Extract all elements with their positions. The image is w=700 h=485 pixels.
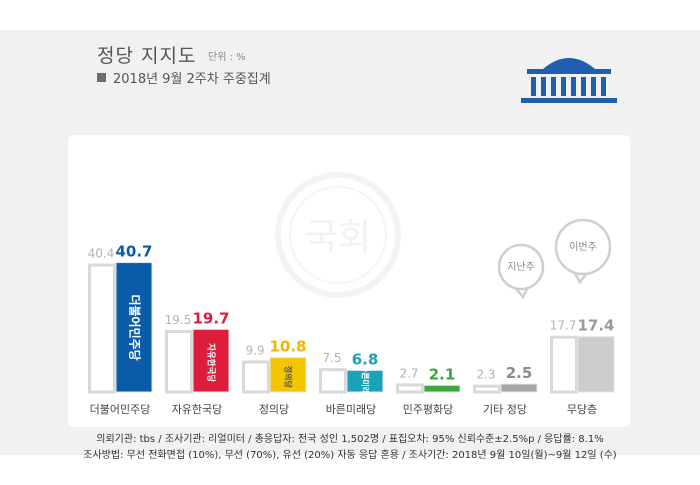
bar-current-week — [346, 369, 384, 393]
watermark-seal: 국회 — [275, 172, 401, 298]
bar-previous-week — [242, 360, 270, 394]
bar-previous-week — [165, 329, 193, 394]
speech-bubble-label: 지난주 — [507, 261, 535, 273]
value-label-current: 19.7 — [192, 309, 229, 327]
value-label-previous: 17.7 — [550, 319, 577, 333]
value-label-current: 6.8 — [352, 350, 379, 368]
value-label-previous: 19.5 — [165, 313, 192, 327]
value-label-previous: 2.3 — [476, 368, 495, 382]
value-label-previous: 2.7 — [399, 366, 418, 380]
value-label-current: 2.5 — [506, 364, 533, 382]
category-label: 자유한국당 — [172, 403, 223, 416]
bar-current-week — [577, 336, 615, 393]
speech-bubble-label: 이번주 — [569, 241, 597, 253]
national-assembly-icon — [521, 58, 617, 103]
footer-notes: 의뢰기관: tbs / 조사기관: 리얼미터 / 총응답자: 전국 성인 1,5… — [0, 432, 700, 464]
footer-line-2: 조사방법: 무선 전화면접 (10%), 무선 (70%), 유선 (20%) … — [83, 450, 617, 461]
category-label: 무당층 — [567, 403, 597, 416]
value-label-current: 17.4 — [577, 317, 614, 335]
value-label-current: 10.8 — [269, 338, 306, 356]
category-label: 바른미래당 — [326, 403, 377, 416]
bar-previous-week — [550, 335, 578, 394]
value-label-previous: 40.4 — [88, 247, 115, 261]
bar-previous-week — [473, 384, 501, 394]
party-logo-mark: 자유한국당 — [207, 343, 217, 382]
bar-current-week — [115, 262, 153, 393]
chart-panel: 국회 지난주 이번주 더불어민주당 자유한국당 정의당 바른미래당 40.4 40.7 19… — [68, 135, 630, 427]
value-label-previous: 9.9 — [245, 344, 264, 358]
party-logo-mark: 더불어민주당 — [128, 294, 143, 360]
value-label-current: 2.1 — [429, 365, 456, 383]
party-logo-mark: 바른미래당 — [361, 365, 371, 402]
bar-current-week — [192, 328, 230, 393]
footer-line-1: 의뢰기관: tbs / 조사기관: 리얼미터 / 총응답자: 전국 성인 1,5… — [96, 434, 604, 445]
party-logo-mark: 정의당 — [284, 366, 294, 389]
bar-previous-week — [396, 383, 424, 394]
bar-current-week — [269, 357, 307, 393]
watermark-text: 국회 — [305, 217, 371, 258]
unit-label: 단위 : % — [208, 52, 246, 63]
bar-previous-week — [319, 368, 347, 394]
chart-title: 정당 지지도 — [97, 45, 197, 67]
category-label: 기타 정당 — [483, 403, 527, 416]
speech-bubble — [497, 243, 545, 291]
category-label: 더불어민주당 — [90, 403, 151, 416]
category-label: 민주평화당 — [403, 403, 454, 416]
chart-subtitle: 2018년 9월 2주차 주중집계 — [113, 72, 271, 87]
category-label: 정의당 — [259, 403, 289, 416]
bar-current-week — [500, 383, 538, 393]
subtitle-marker — [97, 73, 106, 82]
value-label-current: 40.7 — [115, 243, 152, 261]
speech-bubble — [554, 218, 612, 276]
value-label-previous: 7.5 — [322, 351, 341, 365]
bar-previous-week — [88, 263, 116, 394]
bar-current-week — [423, 384, 461, 393]
